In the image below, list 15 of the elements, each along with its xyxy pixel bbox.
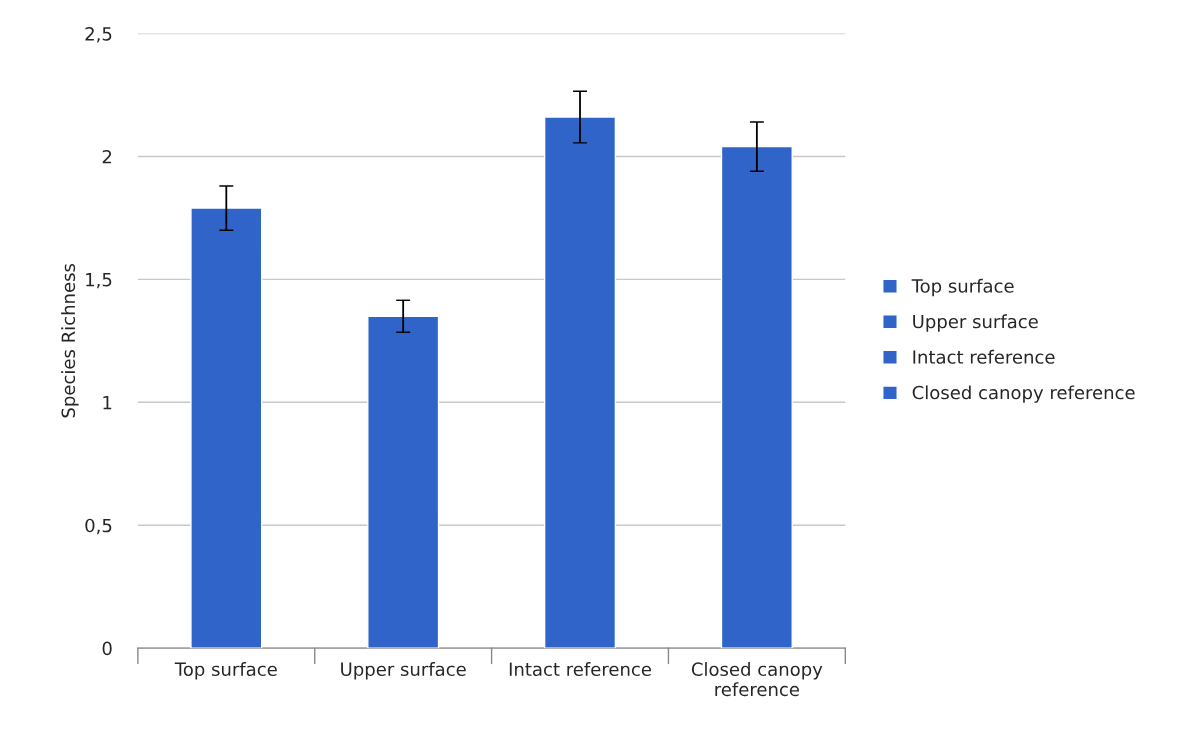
y-tick-label: 2,5	[85, 26, 112, 43]
y-tick-label: 0,5	[85, 518, 112, 535]
y-tick-label: 0	[102, 641, 112, 656]
y-axis-title: Species Richness	[61, 263, 79, 418]
x-tick-label: Upper surface	[341, 662, 466, 680]
legend-label: Top surface	[911, 278, 1014, 297]
y-tick-label: 1,5	[86, 273, 112, 289]
x-tick-label: Top surface	[174, 662, 277, 680]
y-tick-label: 1	[103, 396, 112, 410]
legend-label: Intact reference	[913, 349, 1055, 364]
legend-label: Closed canopy reference	[912, 385, 1135, 403]
x-tick-label: Closed canopy reference	[691, 662, 823, 697]
y-tick-label: 2	[102, 149, 112, 164]
x-tick-label: Intact reference	[509, 662, 651, 677]
legend-label: Upper surface	[913, 314, 1038, 332]
